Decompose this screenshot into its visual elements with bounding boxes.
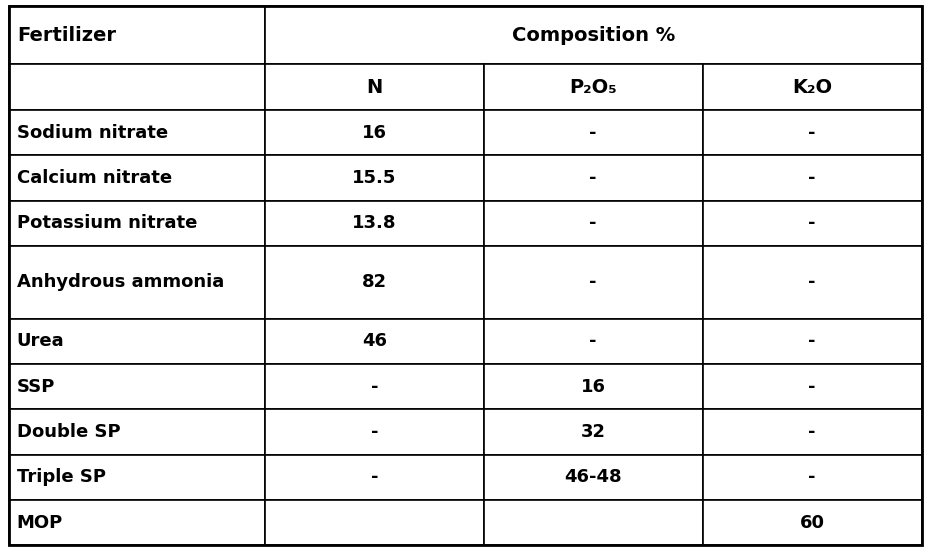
Text: -: - [808,468,816,487]
Text: Fertilizer: Fertilizer [17,25,115,45]
Bar [9,110,264,155]
Bar [484,318,703,364]
Bar [264,6,922,64]
Text: -: - [808,423,816,441]
Bar [484,455,703,500]
Text: Urea: Urea [17,332,64,350]
Text: -: - [371,423,378,441]
Text: N: N [366,78,383,96]
Bar [484,500,703,545]
Bar [703,155,922,201]
Text: -: - [589,332,597,350]
Text: 15.5: 15.5 [352,169,397,187]
Bar [264,500,484,545]
Text: Calcium nitrate: Calcium nitrate [17,169,172,187]
Text: -: - [371,377,378,396]
Bar [703,110,922,155]
Text: 13.8: 13.8 [352,214,397,233]
Bar [9,246,264,318]
Text: 16: 16 [581,377,606,396]
Bar [9,6,264,64]
Bar [264,246,484,318]
Bar [703,455,922,500]
Text: -: - [808,273,816,291]
Text: K₂O: K₂O [792,78,832,96]
Bar [703,64,922,110]
Bar [484,201,703,246]
Text: Potassium nitrate: Potassium nitrate [17,214,197,233]
Bar [703,318,922,364]
Bar [703,246,922,318]
Text: Sodium nitrate: Sodium nitrate [17,123,168,142]
Bar [484,64,703,110]
Text: P₂O₅: P₂O₅ [570,78,617,96]
Text: Triple SP: Triple SP [17,468,106,487]
Text: -: - [808,377,816,396]
Text: Anhydrous ammonia: Anhydrous ammonia [17,273,224,291]
Text: -: - [589,169,597,187]
Text: -: - [589,214,597,233]
Bar [484,110,703,155]
Text: SSP: SSP [17,377,55,396]
Text: -: - [808,332,816,350]
Bar [264,64,484,110]
Bar [484,409,703,455]
Bar [9,64,264,110]
Bar [9,409,264,455]
Bar [703,201,922,246]
Bar [264,364,484,409]
Text: -: - [589,123,597,142]
Bar [9,155,264,201]
Text: MOP: MOP [17,514,63,532]
Bar [9,455,264,500]
Bar [9,364,264,409]
Bar [9,500,264,545]
Bar [264,110,484,155]
Text: -: - [371,468,378,487]
Text: 46-48: 46-48 [564,468,622,487]
Text: 60: 60 [800,514,825,532]
Text: 16: 16 [362,123,386,142]
Bar [703,364,922,409]
Bar [264,455,484,500]
Bar [484,155,703,201]
Text: Double SP: Double SP [17,423,120,441]
Bar [264,155,484,201]
Bar [703,500,922,545]
Text: 82: 82 [362,273,386,291]
Bar [9,318,264,364]
Bar [484,246,703,318]
Bar [9,201,264,246]
Bar [703,409,922,455]
Text: -: - [808,214,816,233]
Text: Composition %: Composition % [512,25,675,45]
Text: 46: 46 [362,332,386,350]
Text: -: - [808,123,816,142]
Text: -: - [808,169,816,187]
Text: -: - [589,273,597,291]
Bar [484,364,703,409]
Bar [264,318,484,364]
Bar [264,201,484,246]
Text: 32: 32 [581,423,606,441]
Bar [264,409,484,455]
